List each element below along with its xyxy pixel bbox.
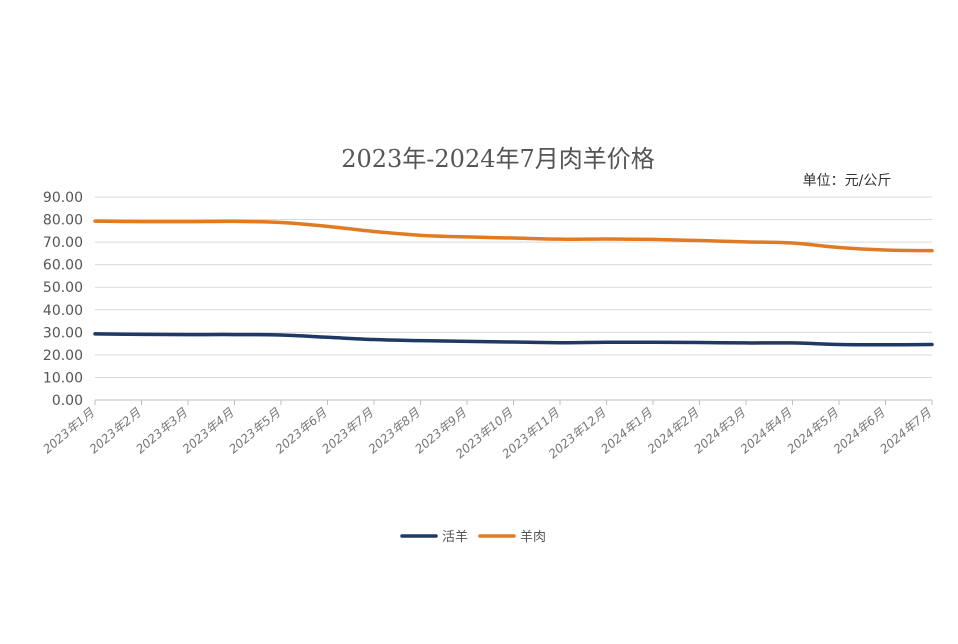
gridlines <box>95 196 932 401</box>
series-line-live-sheep <box>93 332 934 347</box>
y-tick-label: 30.00 <box>43 325 83 341</box>
y-axis: 0.00 10.00 20.00 30.00 40.00 50.00 60.00 70.00 8… <box>43 190 83 409</box>
unit-label: 单位：元/公斤 <box>803 173 892 189</box>
legend: 活羊 羊肉 <box>400 529 546 545</box>
y-tick-label: 60.00 <box>43 258 83 274</box>
y-tick-label: 50.00 <box>43 280 83 296</box>
x-axis: 2023年1月2023年2月2023年3月2023年4月2023年5月2023年… <box>40 400 935 461</box>
y-tick-label: 40.00 <box>43 303 83 319</box>
legend-label: 羊肉 <box>520 529 546 545</box>
y-tick-label: 20.00 <box>43 348 83 364</box>
y-tick-label: 10.00 <box>43 370 83 386</box>
chart-title: 2023年-2024年7月肉羊价格 <box>341 145 655 173</box>
y-tick-label: 70.00 <box>43 235 83 251</box>
series-line-mutton <box>93 219 934 253</box>
legend-label: 活羊 <box>442 529 468 545</box>
x-tick-label: 2024年7月 <box>877 405 934 456</box>
y-tick-label: 90.00 <box>43 190 83 206</box>
series-lines <box>93 219 934 347</box>
y-tick-label: 80.00 <box>43 213 83 229</box>
y-tick-label: 0.00 <box>52 393 83 409</box>
